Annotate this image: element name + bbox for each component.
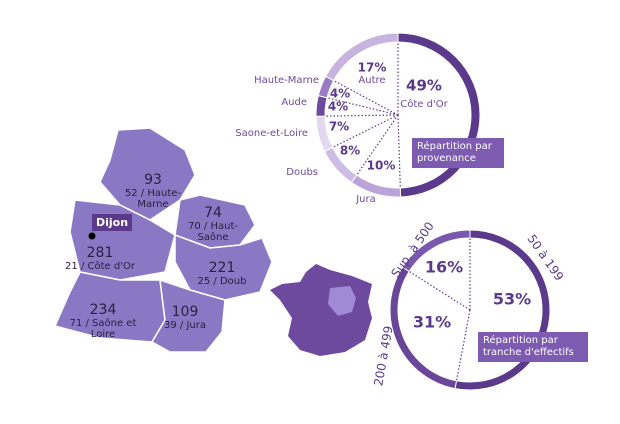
region-label: 109 39 / Jura	[155, 304, 215, 331]
slice-value-label: 10%	[367, 159, 396, 173]
slice-value-label: 31%	[413, 313, 451, 332]
pie-slice	[401, 229, 471, 273]
regional-map	[53, 127, 273, 353]
region-count: 281	[86, 245, 114, 261]
highlighted-region	[328, 286, 356, 316]
slice-divider	[408, 270, 471, 311]
slice-category-label: Saone-et-Loire	[235, 128, 308, 139]
slice-category-label: Doubs	[286, 167, 318, 178]
map-region	[174, 233, 273, 301]
slice-category-label: Haute-Marne	[254, 75, 319, 86]
region-label: 221 25 / Doub	[187, 260, 257, 287]
region-name: 70 / Haut-Saône	[188, 221, 238, 243]
chart-title: Répartition par provenance	[412, 138, 504, 168]
slice-value-label: 4%	[328, 100, 348, 114]
chart-title: Répartition par tranche d'effectifs	[478, 332, 588, 362]
pie-slice	[325, 32, 399, 82]
slice-category-label: Jura	[355, 194, 376, 205]
slice-divider	[455, 309, 471, 381]
slice-category-label: 200 à 499	[371, 325, 395, 387]
slice-value-label: 4%	[330, 87, 350, 101]
france-shape	[270, 264, 372, 356]
pie-slice	[315, 95, 328, 117]
slice-value-label: 7%	[329, 120, 349, 134]
region-count: 74	[204, 205, 222, 221]
france-map	[270, 264, 372, 356]
slice-value-label: 53%	[493, 290, 531, 309]
slice-value-label: 16%	[425, 258, 463, 277]
region-label: 74 70 / Haut-Saône	[184, 205, 242, 243]
slice-divider	[332, 114, 399, 148]
map-region	[150, 278, 226, 353]
slice-value-label: 49%	[406, 77, 442, 95]
region-label: 281 21 / Côte d'Or	[55, 245, 145, 272]
slice-value-label: 17%	[358, 61, 387, 75]
region-count: 234	[89, 302, 117, 318]
region-label: 93 52 / Haute-Marne	[122, 172, 184, 210]
slice-divider	[333, 79, 399, 116]
slice-divider	[326, 97, 399, 116]
region-label: 234 71 / Saône et Loire	[66, 302, 140, 340]
region-name: 25 / Doub	[197, 276, 247, 287]
slice-category-label: Aude	[281, 97, 307, 108]
region-name: 71 / Saône et Loire	[69, 318, 137, 340]
slice-category-label: Côte d'Or	[400, 98, 448, 110]
city-dot	[88, 232, 96, 240]
slice-divider	[397, 114, 401, 188]
region-count: 93	[144, 172, 162, 188]
map-region	[99, 127, 196, 221]
region-count: 221	[208, 260, 236, 276]
slice-category-label: Autre	[358, 75, 385, 86]
region-name: 21 / Côte d'Or	[65, 261, 135, 272]
slice-divider	[324, 114, 399, 117]
region-name: 52 / Haute-Marne	[124, 188, 182, 210]
region-name: 39 / Jura	[164, 320, 206, 331]
region-count: 109	[171, 304, 199, 320]
slice-divider	[356, 114, 399, 176]
city-label: Dijon	[92, 214, 133, 231]
slice-value-label: 8%	[340, 144, 360, 158]
